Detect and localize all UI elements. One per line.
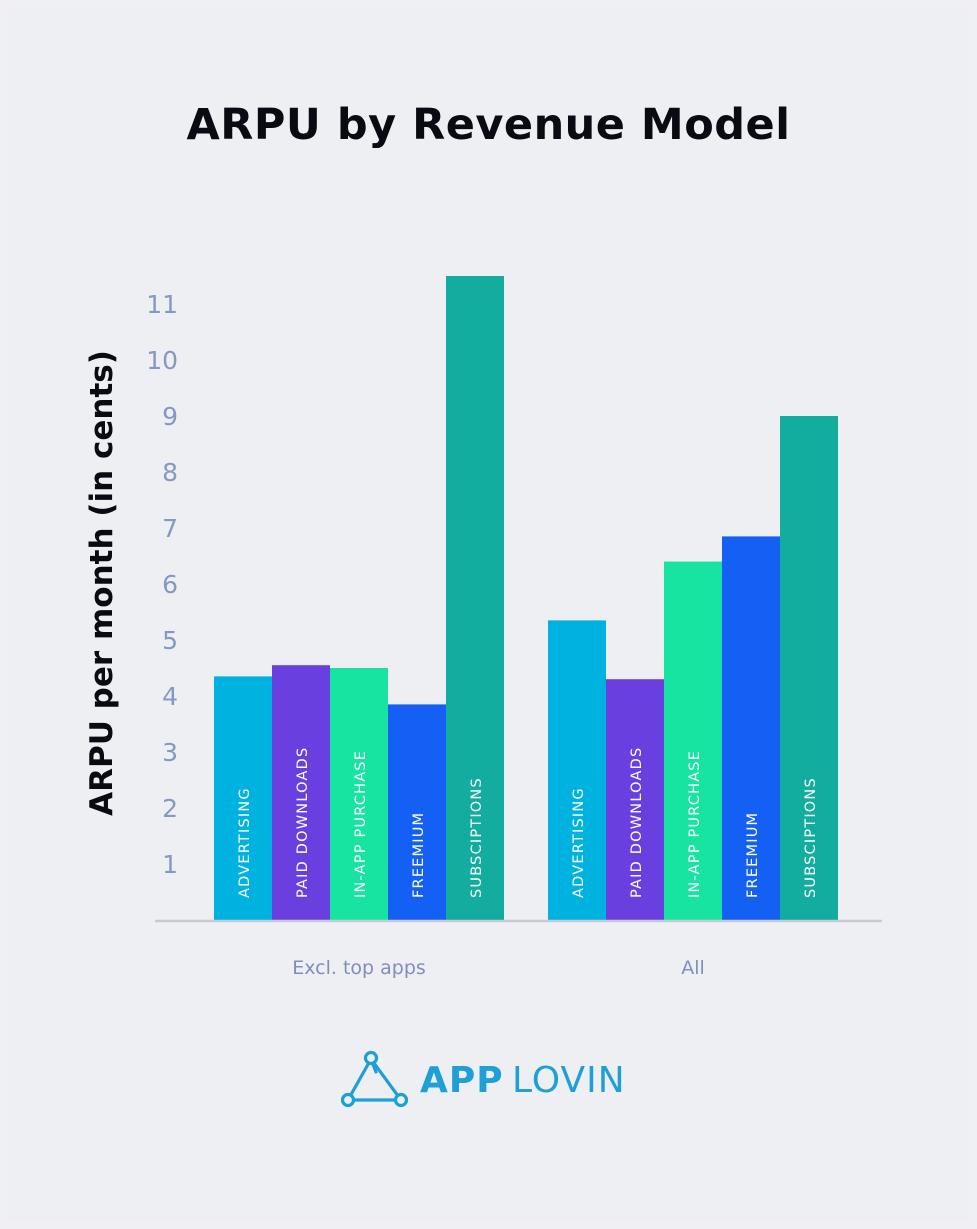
- brand-name-app: APP: [420, 1060, 504, 1101]
- bar: [388, 704, 446, 920]
- bar: [330, 668, 388, 920]
- bar: [548, 620, 606, 920]
- bar-series-label: IN-APP PURCHASE: [353, 750, 369, 898]
- bar-series-label: SUBSCIPTIONS: [803, 777, 819, 898]
- bar-series-label: SUBSCIPTIONS: [469, 777, 485, 898]
- y-tick-label: 6: [162, 570, 178, 599]
- y-axis-label: ARPU per month (in cents): [84, 350, 120, 816]
- bar-series-label: IN-APP PURCHASE: [687, 750, 703, 898]
- y-tick-label: 9: [162, 402, 178, 431]
- bar: [722, 536, 780, 920]
- y-tick-label: 4: [162, 682, 178, 711]
- x-category-label: Excl. top apps: [292, 957, 426, 979]
- bar-series-label: PAID DOWNLOADS: [295, 747, 311, 898]
- y-tick-label: 11: [146, 290, 178, 319]
- y-tick-label: 10: [146, 346, 178, 375]
- bar-series-label: FREEMIUM: [411, 812, 427, 898]
- y-tick-label: 1: [162, 850, 178, 879]
- bar: [664, 561, 722, 920]
- bar: [780, 416, 838, 920]
- x-category-label: All: [681, 957, 705, 979]
- chart-title: ARPU by Revenue Model: [186, 100, 791, 150]
- y-tick-label: 7: [162, 514, 178, 543]
- bar-series-label: FREEMIUM: [745, 812, 761, 898]
- bar: [606, 679, 664, 920]
- y-tick-label: 5: [162, 626, 178, 655]
- brand-name-lovin: LOVIN: [512, 1060, 626, 1101]
- bar-series-label: PAID DOWNLOADS: [629, 747, 645, 898]
- bar-series-label: ADVERTISING: [237, 787, 253, 898]
- bar-series-label: ADVERTISING: [571, 787, 587, 898]
- applovin-triangle-icon: [340, 1050, 409, 1108]
- y-tick-label: 3: [162, 738, 178, 767]
- y-tick-label: 2: [162, 794, 178, 823]
- bar: [272, 665, 330, 920]
- bar: [446, 276, 504, 920]
- y-tick-label: 8: [162, 458, 178, 487]
- bar: [214, 676, 272, 920]
